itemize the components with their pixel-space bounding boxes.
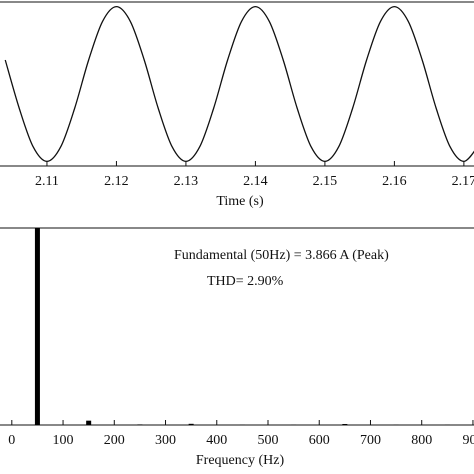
x-tick-label: 2.16: [382, 174, 407, 189]
x-tick-label: 2.13: [174, 174, 199, 189]
annotation: Fundamental (50Hz) = 3.866 A (Peak): [174, 248, 389, 263]
x-tick-label: 2.14: [243, 174, 268, 189]
annotation: THD= 2.90%: [207, 274, 284, 289]
harmonic-bar: [34, 228, 40, 425]
x-tick-label: 2.17: [452, 174, 474, 189]
harmonic-bar: [188, 423, 194, 425]
harmonic-bar: [86, 420, 92, 425]
x-tick-label: 600: [309, 433, 330, 448]
x-tick-label: 2.12: [104, 174, 129, 189]
x-tick-label: 200: [104, 433, 125, 448]
x-axis-label: Time (s): [216, 194, 264, 209]
x-tick-label: 800: [411, 433, 432, 448]
plot-frame: [0, 227, 474, 426]
harmonic-bar: [137, 424, 143, 425]
waveform: [4, 5, 474, 163]
x-tick-label: 500: [257, 433, 278, 448]
x-tick-label: 0: [8, 433, 15, 448]
x-tick-label: 300: [155, 433, 176, 448]
x-tick-label: 900: [462, 433, 474, 448]
x-tick-label: 100: [53, 433, 74, 448]
x-tick-label: 2.11: [35, 174, 59, 189]
x-tick-label: 700: [360, 433, 381, 448]
x-tick-label: 2.15: [313, 174, 338, 189]
harmonic-bar: [342, 424, 348, 425]
x-axis-label: Frequency (Hz): [196, 453, 285, 468]
plot-frame: [0, 1, 474, 167]
x-tick-label: 400: [206, 433, 227, 448]
